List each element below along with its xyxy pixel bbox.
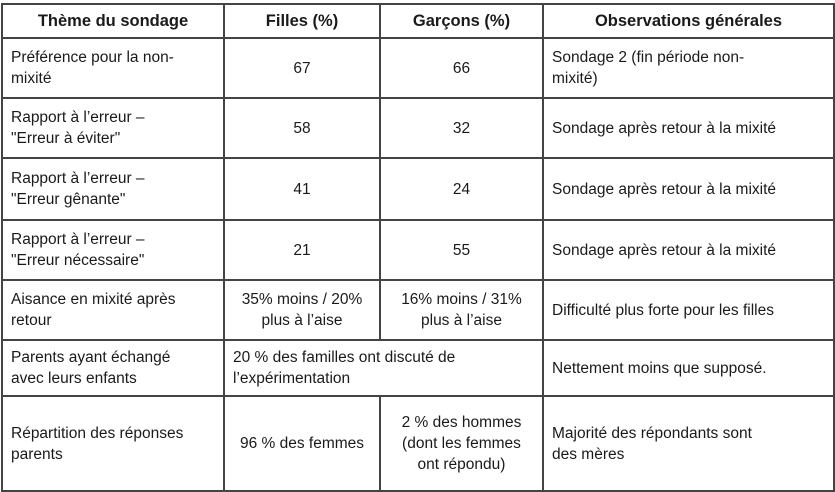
cell-filles: 35% moins / 20% plus à l’aise [223, 279, 381, 341]
cell-observations: Majorité des répondants sont des mères [542, 395, 835, 492]
cell-theme: Préférence pour la non- mixité [1, 37, 225, 99]
cell-filles: 21 [223, 219, 381, 281]
cell-filles: 96 % des femmes [223, 395, 381, 492]
cell-garcons: 2 % des hommes (dont les femmes ont répo… [379, 395, 544, 492]
cell-theme: Aisance en mixité après retour [1, 279, 225, 341]
table-row: Rapport à l’erreur – "Erreur à éviter" 5… [1, 97, 835, 159]
cell-observations: Nettement moins que supposé. [542, 339, 835, 397]
cell-filles: 41 [223, 157, 381, 221]
cell-garcons: 24 [379, 157, 544, 221]
header-filles: Filles (%) [223, 3, 381, 39]
cell-observations: Difficulté plus forte pour les filles [542, 279, 835, 341]
header-theme: Thème du sondage [1, 3, 225, 39]
table-row: Préférence pour la non- mixité 67 66 Son… [1, 37, 835, 99]
cell-theme: Rapport à l’erreur – "Erreur gênante" [1, 157, 225, 221]
survey-results-table: Thème du sondage Filles (%) Garçons (%) … [1, 3, 835, 492]
header-observations: Observations générales [542, 3, 835, 39]
header-garcons: Garçons (%) [379, 3, 544, 39]
table-row: Rapport à l’erreur – "Erreur nécessaire"… [1, 219, 835, 281]
cell-garcons: 55 [379, 219, 544, 281]
cell-filles-garcons-merged: 20 % des familles ont discuté de l’expér… [223, 339, 544, 397]
cell-filles: 58 [223, 97, 381, 159]
table-row: Aisance en mixité après retour 35% moins… [1, 279, 835, 341]
cell-filles: 67 [223, 37, 381, 99]
cell-observations: Sondage après retour à la mixité [542, 157, 835, 221]
cell-observations: Sondage après retour à la mixité [542, 219, 835, 281]
cell-garcons: 32 [379, 97, 544, 159]
table-row: Parents ayant échangé avec leurs enfants… [1, 339, 835, 397]
table-header-row: Thème du sondage Filles (%) Garçons (%) … [1, 3, 835, 39]
cell-theme: Parents ayant échangé avec leurs enfants [1, 339, 225, 397]
cell-theme: Rapport à l’erreur – "Erreur nécessaire" [1, 219, 225, 281]
cell-theme: Répartition des réponses parents [1, 395, 225, 492]
table-row: Rapport à l’erreur – "Erreur gênante" 41… [1, 157, 835, 221]
table-row: Répartition des réponses parents 96 % de… [1, 395, 835, 492]
cell-observations: Sondage après retour à la mixité [542, 97, 835, 159]
cell-observations: Sondage 2 (fin période non- mixité) [542, 37, 835, 99]
cell-theme: Rapport à l’erreur – "Erreur à éviter" [1, 97, 225, 159]
cell-garcons: 66 [379, 37, 544, 99]
cell-garcons: 16% moins / 31% plus à l’aise [379, 279, 544, 341]
